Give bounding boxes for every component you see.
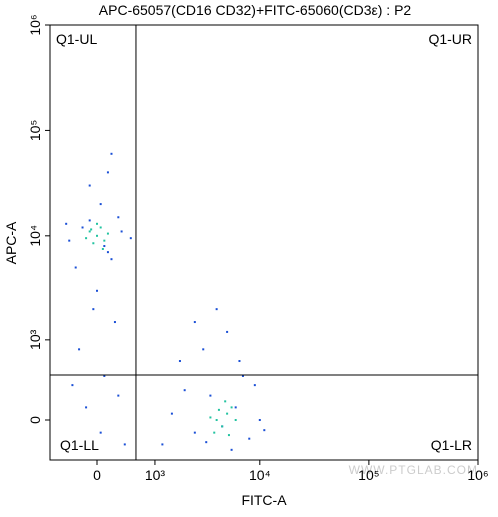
data-point (85, 406, 88, 409)
data-point (110, 152, 113, 155)
quadrant-label: Q1-UR (428, 31, 472, 47)
data-point (110, 258, 113, 261)
x-tick-label: 10³ (145, 467, 166, 483)
data-point (90, 228, 93, 231)
data-point (96, 222, 99, 225)
data-point (99, 431, 102, 434)
data-point (120, 230, 123, 233)
quadrant-label: Q1-LR (431, 437, 472, 453)
data-point (258, 419, 261, 422)
data-point (170, 412, 173, 415)
data-point (92, 308, 95, 311)
data-point (123, 443, 126, 446)
x-tick-label: 10⁴ (249, 467, 271, 483)
data-point (253, 384, 256, 387)
data-point (226, 330, 229, 333)
data-point (215, 419, 218, 422)
y-tick-label: 10⁵ (27, 120, 43, 141)
data-point (183, 389, 186, 392)
data-point (234, 419, 237, 422)
quadrant-label: Q1-LL (60, 437, 99, 453)
y-tick-label: 10³ (27, 329, 43, 350)
data-point (161, 443, 164, 446)
data-point (241, 374, 244, 377)
chart-title: APC-65057(CD16 CD32)+FITC-65060(CD3ε) : … (99, 2, 412, 18)
data-point (106, 232, 109, 235)
data-point (209, 416, 212, 419)
watermark: WWW.PTGLAB.COM (349, 463, 478, 477)
data-point (117, 394, 120, 397)
data-point (234, 406, 237, 409)
x-tick-label: 10⁶ (467, 467, 488, 483)
data-point (227, 434, 230, 437)
data-point (113, 321, 116, 324)
data-point (85, 237, 88, 240)
data-point (117, 216, 120, 219)
data-point (96, 234, 99, 237)
data-point (88, 184, 91, 187)
data-point (193, 321, 196, 324)
data-point (103, 239, 106, 242)
data-point (92, 242, 95, 245)
y-tick-label: 10⁶ (27, 14, 43, 35)
data-point (99, 203, 102, 206)
data-point (217, 408, 220, 411)
data-point (213, 431, 216, 434)
data-point (106, 251, 109, 254)
data-point (65, 222, 68, 225)
data-point (230, 406, 233, 409)
data-point (230, 448, 233, 451)
data-point (106, 171, 109, 174)
data-point (88, 230, 91, 233)
y-tick-label: 0 (27, 416, 43, 424)
data-point (101, 247, 104, 250)
data-point (96, 289, 99, 292)
data-point (99, 226, 102, 229)
data-point (209, 394, 212, 397)
data-point (74, 266, 77, 269)
data-point (81, 226, 84, 229)
plot-frame (49, 24, 479, 461)
x-axis-label: FITC-A (241, 492, 287, 508)
data-point (215, 308, 218, 311)
y-axis-label: APC-A (3, 221, 19, 264)
data-point (226, 412, 229, 415)
data-point (71, 384, 74, 387)
data-point (103, 374, 106, 377)
data-point (205, 441, 208, 444)
data-point (193, 431, 196, 434)
data-point (263, 429, 266, 432)
data-point (88, 219, 91, 222)
data-point (202, 348, 205, 351)
data-point (178, 360, 181, 363)
data-point (224, 400, 227, 403)
x-tick-label: 0 (93, 467, 101, 483)
x-tick-label: 10⁵ (358, 467, 379, 483)
data-point (68, 239, 71, 242)
data-point (129, 237, 132, 240)
data-point (78, 348, 81, 351)
data-point (221, 425, 224, 428)
data-point (248, 437, 251, 440)
quadrant-label: Q1-UL (56, 31, 97, 47)
data-point (238, 360, 241, 363)
y-tick-label: 10⁴ (27, 225, 43, 247)
data-point (103, 245, 106, 248)
